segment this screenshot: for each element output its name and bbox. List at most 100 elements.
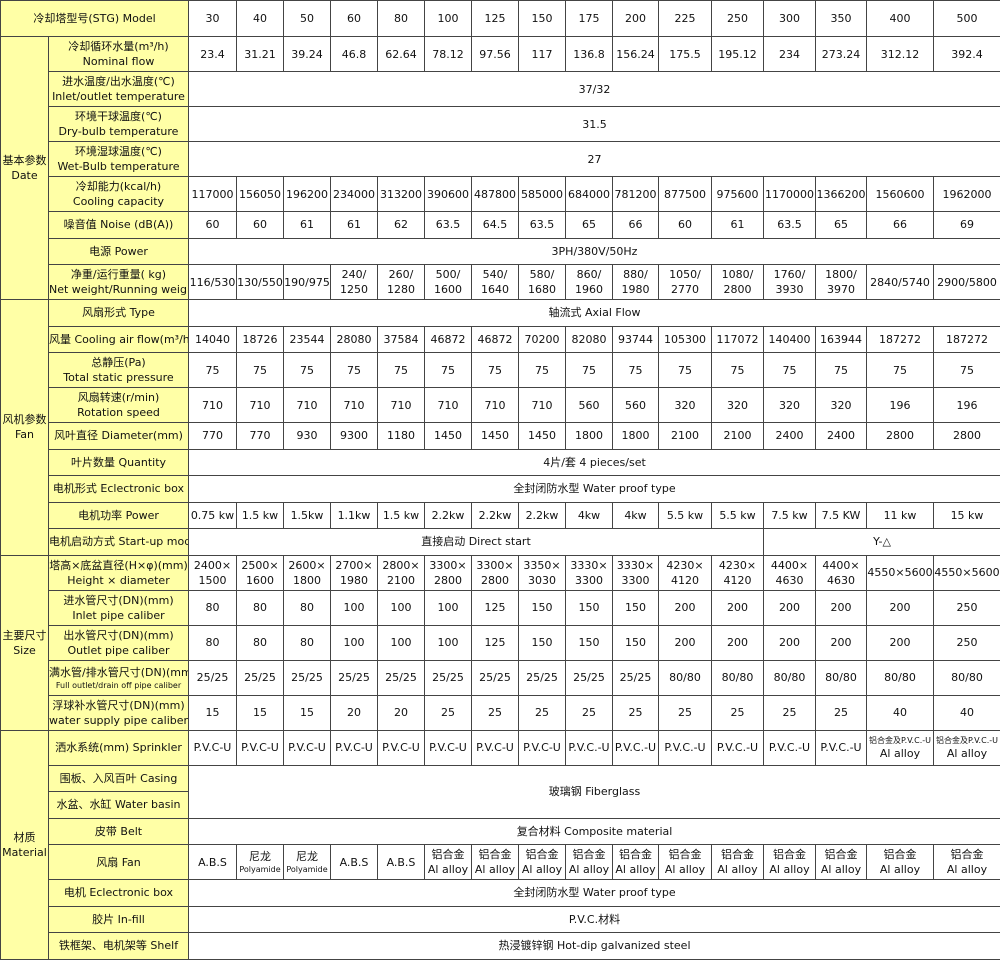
value-cell: 130/550 bbox=[237, 265, 284, 300]
row-label: 电机功率 Power bbox=[49, 502, 189, 529]
value-cell: P.V.C.-U bbox=[712, 730, 764, 765]
value-cell-line: 铝合金 bbox=[934, 847, 1000, 862]
value-cell: 320 bbox=[764, 388, 816, 423]
value-cell: 4550×5600 bbox=[867, 555, 934, 590]
value-cell: A.B.S bbox=[331, 845, 378, 880]
model-cell: 300 bbox=[764, 1, 816, 37]
row-label: 电机 Eclectronic box bbox=[49, 880, 189, 907]
value-cell: 93744 bbox=[613, 326, 659, 353]
value-cell: 40 bbox=[934, 695, 1000, 730]
value-cell: 63.5 bbox=[764, 212, 816, 239]
value-cell: 196 bbox=[934, 388, 1000, 423]
row-label-line: 皮带 Belt bbox=[49, 824, 188, 839]
value-cell: 585000 bbox=[519, 177, 566, 212]
value-cell: 37584 bbox=[378, 326, 425, 353]
value-cell: 65 bbox=[566, 212, 613, 239]
row-label: 风叶直径 Diameter(mm) bbox=[49, 423, 189, 450]
row-label-line: 洒水系统(mm) Sprinkler bbox=[49, 740, 188, 755]
value-cell: 313200 bbox=[378, 177, 425, 212]
value-cell: 1.5 kw bbox=[237, 502, 284, 529]
value-cell: 80/80 bbox=[764, 660, 816, 695]
value-cell-line: 1500 bbox=[189, 573, 236, 588]
value-cell: 150 bbox=[613, 590, 659, 625]
value-cell: 全封闭防水型 Water proof type bbox=[189, 476, 1000, 503]
row-label: 进水管尺寸(DN)(mm)Inlet pipe caliber bbox=[49, 590, 189, 625]
value-cell: 37/32 bbox=[189, 72, 1000, 107]
value-cell: 25/25 bbox=[378, 660, 425, 695]
value-cell-line: 500/ bbox=[425, 267, 471, 282]
value-cell: 100 bbox=[331, 625, 378, 660]
value-cell: 710 bbox=[519, 388, 566, 423]
value-cell: 560 bbox=[566, 388, 613, 423]
row-label-line: 环境湿球温度(℃) bbox=[49, 144, 188, 159]
row-label: 满水管/排水管尺寸(DN)(mm)Full outlet/drain off p… bbox=[49, 660, 189, 695]
value-cell: 150 bbox=[519, 625, 566, 660]
value-cell: 2800 bbox=[867, 423, 934, 450]
value-cell-line: 1680 bbox=[519, 282, 565, 297]
value-cell: 25/25 bbox=[613, 660, 659, 695]
value-cell: 18726 bbox=[237, 326, 284, 353]
value-cell: 14040 bbox=[189, 326, 237, 353]
value-cell: 75 bbox=[331, 353, 378, 388]
row-label-line: 塔高×底盆直径(H×φ)(mm) bbox=[49, 558, 188, 573]
value-cell-line: Al alloy bbox=[659, 862, 711, 877]
value-cell: 60 bbox=[189, 212, 237, 239]
value-cell-line: Al alloy bbox=[867, 862, 933, 877]
value-cell-line: 1080/ bbox=[712, 267, 763, 282]
value-cell: 25 bbox=[519, 695, 566, 730]
value-cell: A.B.S bbox=[378, 845, 425, 880]
model-cell: 80 bbox=[378, 1, 425, 37]
row-label: 洒水系统(mm) Sprinkler bbox=[49, 730, 189, 765]
model-cell: 225 bbox=[659, 1, 712, 37]
value-cell-line: 4630 bbox=[816, 573, 866, 588]
value-cell: 9300 bbox=[331, 423, 378, 450]
value-cell: 975600 bbox=[712, 177, 764, 212]
value-cell: 75 bbox=[189, 353, 237, 388]
value-cell-line: Polyamide bbox=[284, 864, 330, 875]
value-cell: 156.24 bbox=[613, 37, 659, 72]
value-cell: 80/80 bbox=[934, 660, 1000, 695]
value-cell-line: 铝合金 bbox=[816, 847, 866, 862]
value-cell-line: Al alloy bbox=[472, 862, 518, 877]
row-label: 环境湿球温度(℃)Wet-Bulb temperature bbox=[49, 142, 189, 177]
value-cell: 200 bbox=[816, 625, 867, 660]
model-cell: 30 bbox=[189, 1, 237, 37]
value-cell-line: Al alloy bbox=[712, 862, 763, 877]
value-cell: 4230×4120 bbox=[712, 555, 764, 590]
model-cell: 400 bbox=[867, 1, 934, 37]
value-cell: 25 bbox=[472, 695, 519, 730]
value-cell-line: 铝合金 bbox=[764, 847, 815, 862]
value-cell: 46872 bbox=[425, 326, 472, 353]
value-cell: 2400 bbox=[764, 423, 816, 450]
row-label-line: 电机形式 Eclectronic box bbox=[49, 481, 188, 496]
value-cell: 100 bbox=[425, 625, 472, 660]
row-label-line: 净重/运行重量( kg) bbox=[49, 267, 188, 282]
value-cell: 75 bbox=[613, 353, 659, 388]
section-label-line: 风机参数 bbox=[1, 412, 48, 427]
section-label-line: 材质 bbox=[1, 830, 48, 845]
value-cell-line: 铝合金及P.V.C.-U bbox=[867, 735, 933, 746]
value-cell: 3300×2800 bbox=[425, 555, 472, 590]
row-label-line: Net weight/Running weight bbox=[49, 282, 188, 297]
value-cell: 3350×3030 bbox=[519, 555, 566, 590]
value-cell-line: 540/ bbox=[472, 267, 518, 282]
value-cell-line: 4120 bbox=[659, 573, 711, 588]
value-cell: 2100 bbox=[659, 423, 712, 450]
row-label: 进水温度/出水温度(℃)Inlet/outlet temperature bbox=[49, 72, 189, 107]
table-row: 浮球补水管尺寸(DN)(mm)water supply pipe caliber… bbox=[1, 695, 1000, 730]
row-label-line: 铁框架、电机架等 Shelf bbox=[49, 938, 188, 953]
value-cell: 60 bbox=[237, 212, 284, 239]
row-label-line: 风量 Cooling air flow(m³/h) bbox=[49, 332, 188, 347]
value-cell: 117000 bbox=[189, 177, 237, 212]
value-cell: P.V.C.-U bbox=[659, 730, 712, 765]
